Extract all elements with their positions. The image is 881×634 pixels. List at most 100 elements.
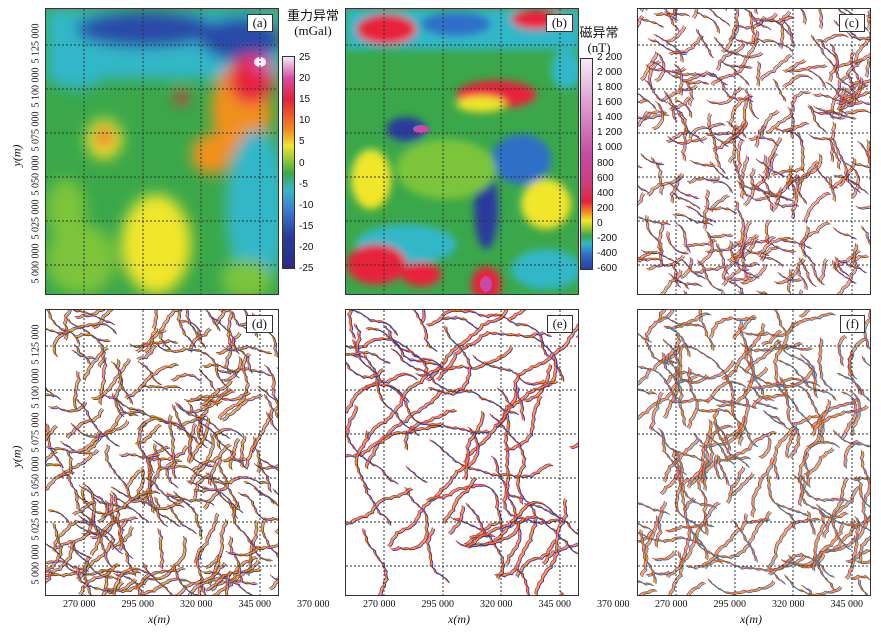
edge-contour bbox=[642, 109, 665, 118]
edge-contour bbox=[809, 71, 826, 89]
edge-contour bbox=[742, 156, 750, 189]
edge-contour bbox=[406, 466, 427, 482]
edge-contour bbox=[833, 478, 852, 551]
colorbar-tick-label: -20 bbox=[299, 241, 314, 253]
edge-contour bbox=[205, 560, 260, 592]
edge-contour bbox=[224, 311, 231, 374]
edge-contour bbox=[172, 374, 202, 382]
edge-contour bbox=[638, 165, 641, 167]
edge-contour bbox=[91, 357, 129, 399]
edge-contour bbox=[727, 431, 776, 459]
edge-contour bbox=[509, 310, 525, 320]
edge-contour bbox=[99, 356, 107, 405]
edge-contour bbox=[73, 332, 104, 367]
edge-contour bbox=[671, 174, 684, 204]
edge-contour bbox=[195, 514, 220, 565]
edge-contour bbox=[785, 122, 809, 132]
edge-contour bbox=[47, 431, 102, 454]
edge-contour bbox=[798, 154, 823, 185]
magnetic-unit: (nT) bbox=[587, 40, 611, 55]
edge-contour bbox=[426, 483, 502, 531]
colorbar-tick-label: -200 bbox=[597, 232, 618, 244]
edge-contour bbox=[645, 80, 668, 104]
edge-contour bbox=[677, 348, 687, 427]
panel-c-edge-map: (c) bbox=[637, 8, 871, 295]
edge-contour bbox=[496, 387, 513, 407]
edge-contour bbox=[714, 455, 721, 480]
edge-contour bbox=[638, 15, 644, 26]
edge-contour bbox=[46, 463, 62, 467]
edge-contour bbox=[663, 353, 679, 420]
edge-contour bbox=[46, 387, 61, 400]
edge-contour bbox=[795, 153, 821, 184]
edge-contour bbox=[413, 310, 437, 352]
edge-contour bbox=[724, 375, 757, 446]
edge-contour bbox=[355, 324, 362, 356]
edge-contour bbox=[741, 265, 767, 285]
edge-contour bbox=[505, 411, 522, 566]
edge-contour bbox=[209, 462, 218, 486]
edge-contour bbox=[736, 201, 744, 241]
edge-contour bbox=[638, 15, 643, 24]
edge-contour bbox=[577, 338, 578, 339]
edge-contour bbox=[782, 554, 826, 569]
edge-contour bbox=[457, 518, 526, 548]
edge-contour bbox=[699, 231, 714, 266]
edge-contour bbox=[638, 257, 662, 261]
edge-contour bbox=[837, 260, 867, 274]
edge-contour bbox=[125, 363, 178, 399]
edge-contour bbox=[784, 60, 807, 73]
edge-contour bbox=[190, 418, 211, 463]
edge-contour bbox=[638, 369, 651, 385]
edge-contour bbox=[691, 265, 723, 273]
edge-contour bbox=[222, 457, 247, 462]
edge-contour bbox=[713, 125, 745, 151]
edge-contour bbox=[721, 267, 748, 285]
y-axis-title: y(m) bbox=[9, 144, 24, 167]
panel-b-magnetic-map: (b) bbox=[345, 8, 579, 295]
edge-contour bbox=[672, 264, 680, 288]
edge-contour bbox=[257, 449, 262, 474]
edge-contour bbox=[848, 33, 870, 40]
edge-contour bbox=[684, 290, 687, 294]
edge-contour bbox=[92, 358, 130, 400]
edge-contour bbox=[865, 59, 870, 78]
colorbar-tick-label: 20 bbox=[299, 73, 311, 85]
edge-contour bbox=[774, 415, 820, 481]
edge-contour bbox=[677, 451, 718, 510]
edge-contour bbox=[192, 472, 210, 499]
edge-contour bbox=[675, 65, 684, 96]
edge-contour bbox=[251, 395, 275, 453]
edge-contour bbox=[217, 390, 249, 400]
edge-contour bbox=[412, 310, 436, 351]
edge-contour bbox=[646, 174, 680, 195]
edge-contour bbox=[671, 97, 692, 112]
edge-contour bbox=[721, 60, 753, 69]
edge-contour bbox=[214, 310, 230, 325]
edge-contour bbox=[811, 399, 830, 436]
edge-contour bbox=[834, 261, 857, 284]
edge-contour bbox=[729, 277, 754, 283]
edge-contour bbox=[850, 256, 870, 269]
edge-contour bbox=[748, 135, 778, 145]
edge-contour bbox=[773, 310, 785, 332]
edge-contour bbox=[159, 310, 180, 351]
edge-contour bbox=[739, 263, 765, 283]
edge-contour bbox=[364, 389, 442, 468]
edge-contour bbox=[46, 542, 76, 574]
edge-contour bbox=[143, 328, 165, 352]
edge-contour bbox=[113, 395, 137, 415]
edge-contour bbox=[707, 435, 735, 466]
edge-contour bbox=[765, 112, 792, 133]
edge-contour bbox=[241, 352, 249, 384]
edge-contour bbox=[148, 537, 187, 581]
edge-contour bbox=[639, 9, 642, 11]
edge-contour bbox=[859, 449, 870, 519]
edge-contour bbox=[474, 356, 547, 386]
edge-contour bbox=[135, 424, 161, 446]
edge-contour bbox=[76, 524, 124, 555]
x-tick-label: 295 000 bbox=[121, 599, 155, 610]
edge-contour bbox=[193, 445, 232, 473]
edge-contour bbox=[364, 529, 389, 595]
edge-contour bbox=[725, 376, 758, 447]
